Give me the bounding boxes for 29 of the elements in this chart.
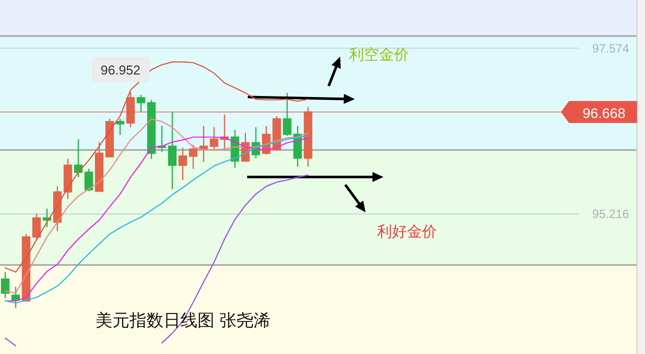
candlestick <box>136 94 146 112</box>
candlestick <box>32 213 41 240</box>
candlestick <box>53 186 62 232</box>
annotation: 96.952 <box>100 62 140 78</box>
ref-line-label: 96.668 <box>582 104 626 121</box>
candlestick <box>126 91 135 128</box>
candlestick <box>11 286 20 308</box>
candlestick <box>210 126 218 150</box>
candlestick <box>282 92 292 136</box>
annotation: 利好金价 <box>377 223 438 240</box>
candlestick <box>105 118 114 158</box>
candlestick <box>94 141 104 192</box>
candlestick <box>116 118 124 136</box>
annotation: 利空金价 <box>349 46 410 64</box>
candlestick <box>64 158 72 200</box>
candlestick <box>188 144 198 170</box>
line-series <box>4 61 309 273</box>
candlestick <box>74 138 83 178</box>
text: 美元指数日线图 张尧浠 <box>96 310 270 330</box>
candlestick <box>42 208 52 228</box>
y-tick-label: 97.574 <box>592 41 630 56</box>
y-tick-label: 95.216 <box>592 207 630 221</box>
candlestick <box>168 111 177 190</box>
candlestick <box>304 106 312 168</box>
candlestick <box>147 99 156 160</box>
candlestick <box>178 147 187 181</box>
candlestick <box>0 271 10 299</box>
candlestick <box>199 125 208 162</box>
candlestick <box>84 168 94 192</box>
